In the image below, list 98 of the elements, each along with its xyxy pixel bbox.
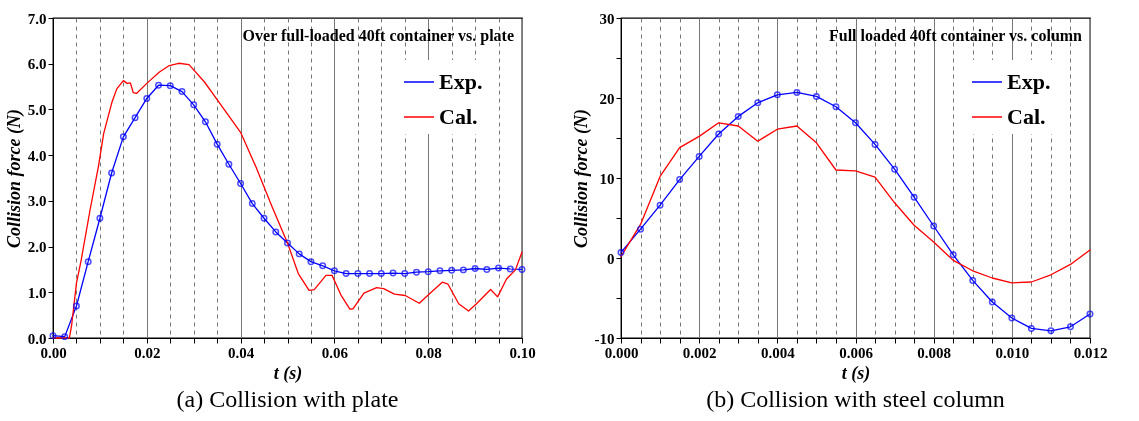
x-tick-label: 0.010 bbox=[995, 344, 1030, 361]
point bbox=[1066, 323, 1074, 331]
text: Full loaded 40ft container vs. column bbox=[828, 27, 1083, 44]
point bbox=[483, 265, 491, 273]
point bbox=[637, 225, 645, 233]
y-tick-label: 20 bbox=[599, 90, 615, 107]
x-tick-label: 0.006 bbox=[839, 344, 874, 361]
x-tick-label: 0.012 bbox=[1073, 344, 1108, 361]
point bbox=[295, 250, 303, 258]
x-axis-title: t (s) bbox=[841, 362, 871, 384]
y-tick-label: 6.0 bbox=[27, 56, 47, 73]
x-axis-title: t (s) bbox=[273, 362, 303, 384]
point bbox=[272, 228, 280, 236]
x-tick-label: 0.02 bbox=[134, 344, 161, 361]
point bbox=[495, 264, 503, 272]
y-tick-label: 3.0 bbox=[27, 193, 47, 210]
point bbox=[166, 82, 174, 90]
legend-label: Exp. bbox=[439, 69, 483, 94]
point bbox=[1047, 327, 1055, 335]
x-tick-label: 0.008 bbox=[917, 344, 952, 361]
x-tick-label: 0.000 bbox=[604, 344, 639, 361]
point bbox=[190, 101, 198, 109]
point bbox=[155, 81, 163, 89]
point bbox=[342, 270, 350, 278]
point bbox=[656, 201, 664, 209]
point bbox=[1008, 314, 1016, 322]
x-tick-label: 0.004 bbox=[760, 344, 796, 361]
point bbox=[131, 114, 139, 122]
point bbox=[178, 88, 186, 96]
x-tick-label: 0.10 bbox=[509, 344, 536, 361]
y-tick-label: 0.0 bbox=[27, 330, 47, 347]
y-tick-label: 30 bbox=[599, 10, 615, 27]
point bbox=[1027, 324, 1035, 332]
point bbox=[377, 270, 385, 278]
legend-label: Cal. bbox=[439, 104, 478, 129]
y-tick-label: -10 bbox=[594, 330, 615, 347]
point bbox=[225, 160, 233, 168]
y-tick-label: 2.0 bbox=[27, 239, 47, 256]
y-tick-label: 5.0 bbox=[27, 101, 47, 118]
line-series bbox=[620, 122, 1091, 284]
point bbox=[284, 239, 291, 247]
point bbox=[754, 99, 762, 107]
point bbox=[61, 333, 69, 341]
y-axis-title: Collision force (N) bbox=[3, 109, 25, 248]
point bbox=[319, 262, 327, 270]
point bbox=[330, 267, 338, 275]
point bbox=[988, 298, 996, 306]
point bbox=[910, 193, 918, 201]
point bbox=[506, 265, 514, 273]
point bbox=[143, 94, 151, 102]
text: (b) Collision with steel column bbox=[706, 386, 1005, 412]
point bbox=[412, 268, 420, 276]
text: Over full-loaded 40ft container vs. plate bbox=[242, 27, 514, 45]
point bbox=[695, 152, 703, 160]
y-axis-title: Collision force (N) bbox=[570, 109, 592, 248]
x-tick-label: 0.00 bbox=[40, 344, 67, 361]
legend-label: Cal. bbox=[1007, 104, 1046, 129]
point bbox=[201, 118, 209, 126]
point bbox=[424, 268, 432, 276]
text: (a) Collision with plate bbox=[176, 386, 399, 412]
point bbox=[237, 180, 245, 187]
y-tick-label: 0 bbox=[607, 250, 615, 267]
point bbox=[401, 270, 409, 278]
point bbox=[248, 200, 256, 208]
point bbox=[436, 267, 444, 275]
point bbox=[459, 266, 467, 274]
point bbox=[812, 92, 820, 100]
x-tick-label: 0.04 bbox=[227, 344, 255, 361]
x-tick-label: 0.002 bbox=[682, 344, 717, 361]
point bbox=[734, 112, 742, 120]
point bbox=[969, 276, 977, 284]
point bbox=[354, 270, 362, 278]
x-tick-label: 0.08 bbox=[415, 344, 442, 361]
point bbox=[676, 176, 684, 184]
point bbox=[949, 251, 957, 259]
point bbox=[72, 302, 80, 310]
point bbox=[366, 270, 374, 278]
x-tick-label: 0.06 bbox=[321, 344, 349, 361]
point bbox=[84, 258, 92, 266]
point bbox=[213, 140, 221, 148]
y-tick-label: 7.0 bbox=[27, 10, 47, 27]
legend-label: Exp. bbox=[1007, 69, 1051, 94]
point bbox=[108, 169, 116, 177]
y-tick-label: 4.0 bbox=[27, 147, 47, 164]
point bbox=[307, 258, 315, 266]
point bbox=[793, 88, 801, 96]
y-tick-label: 10 bbox=[599, 170, 615, 187]
point bbox=[471, 265, 479, 272]
point bbox=[871, 140, 879, 148]
point bbox=[773, 91, 781, 99]
point bbox=[891, 165, 899, 173]
point bbox=[930, 222, 938, 230]
point bbox=[448, 266, 456, 274]
point bbox=[715, 130, 723, 138]
point bbox=[119, 133, 127, 141]
y-tick-label: 1.0 bbox=[27, 284, 47, 301]
point bbox=[96, 214, 104, 222]
point bbox=[852, 119, 859, 127]
